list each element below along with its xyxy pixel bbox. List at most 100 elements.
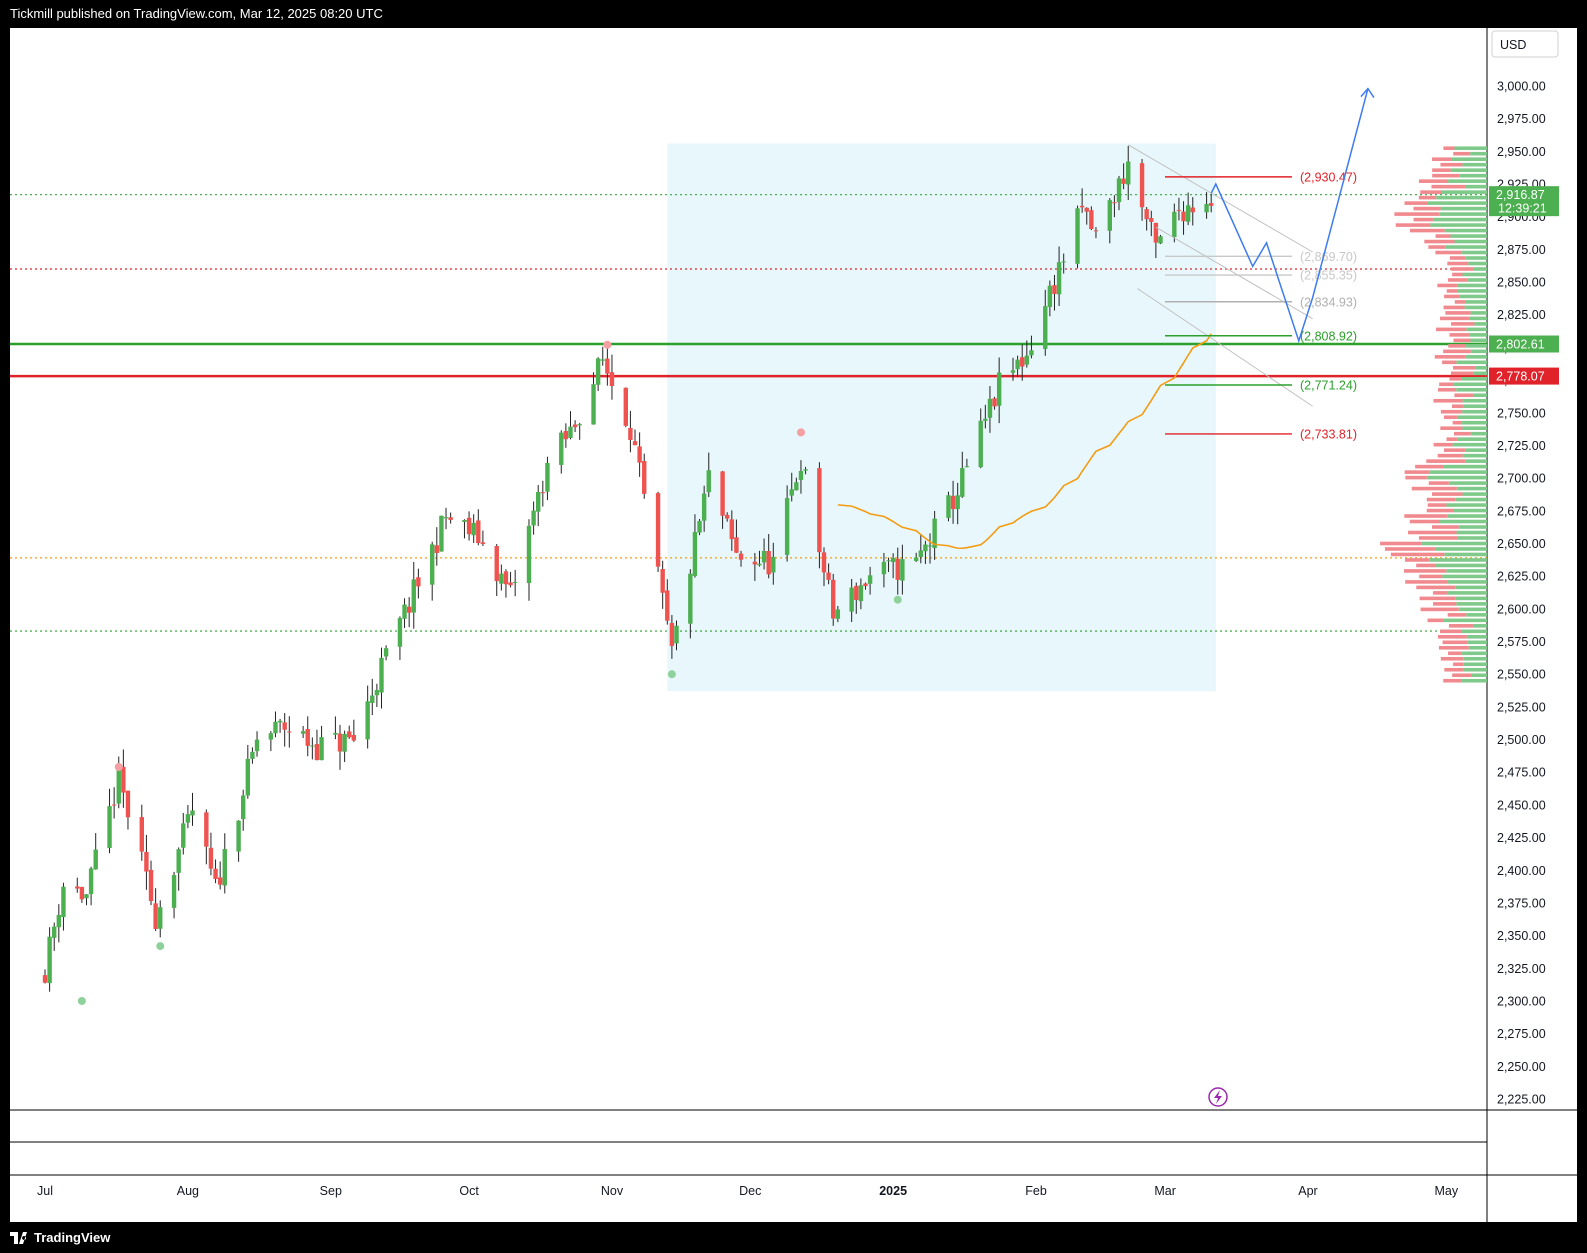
volume-profile-up [1454, 239, 1487, 244]
volume-profile-down [1408, 530, 1457, 535]
volume-profile-down [1452, 272, 1463, 277]
volume-profile-down [1443, 349, 1471, 354]
candle-down [204, 812, 209, 847]
tradingview-logo[interactable]: TradingView [10, 1230, 110, 1245]
volume-profile-down [1438, 645, 1469, 650]
candle-up [794, 482, 799, 491]
volume-profile-down [1433, 442, 1453, 447]
candle-down [508, 582, 513, 586]
candle-up [900, 559, 905, 581]
volume-profile-down [1418, 536, 1458, 540]
price-tick-label: 2,550.00 [1497, 668, 1546, 682]
candle-up [886, 560, 891, 562]
volume-profile-up [1456, 602, 1487, 606]
volume-profile-up [1457, 536, 1487, 540]
price-tick-label: 2,450.00 [1497, 798, 1546, 812]
candle-up [918, 550, 924, 557]
candle-down [1079, 205, 1085, 208]
candle-up [577, 424, 582, 426]
volume-profile-down [1449, 256, 1466, 260]
candle-up [1172, 211, 1177, 238]
volume-profile-down [1420, 607, 1459, 612]
volume-profile-up [1474, 322, 1487, 326]
candle-up [536, 492, 541, 512]
volume-profile-down [1434, 355, 1466, 359]
candle-up [1029, 350, 1034, 356]
candle-up [932, 518, 937, 549]
candle-down [148, 869, 154, 901]
candle-down [669, 622, 675, 646]
price-tick-label: 2,975.00 [1497, 112, 1546, 126]
volume-profile-down [1440, 629, 1462, 634]
volume-profile-down [1448, 344, 1466, 348]
volume-profile-down [1438, 387, 1457, 392]
candle-up [47, 936, 52, 984]
candle-up [784, 498, 790, 555]
volume-profile-down [1428, 481, 1449, 485]
volume-profile-down [1448, 651, 1462, 656]
volume-profile-up [1466, 635, 1487, 639]
candle-down [1093, 230, 1099, 232]
time-axis-label: Nov [601, 1184, 624, 1198]
candle-down [314, 744, 320, 761]
volume-profile-up [1455, 497, 1487, 502]
volume-profile-up [1461, 629, 1487, 634]
volume-profile-up [1465, 344, 1487, 348]
volume-profile-down [1440, 409, 1463, 414]
volume-profile-down [1416, 563, 1436, 568]
price-badge [1489, 367, 1559, 385]
volume-profile-down [1440, 656, 1464, 661]
candle-up [250, 751, 255, 759]
candle-down [854, 585, 859, 600]
volume-profile-up [1466, 613, 1487, 617]
candle-down [1020, 357, 1025, 367]
candle-down [416, 577, 421, 587]
volume-profile-up [1429, 470, 1487, 474]
volume-profile-up [1445, 245, 1487, 249]
volume-profile-up [1444, 228, 1487, 233]
candle-down [725, 514, 730, 519]
candle-up [342, 733, 347, 752]
volume-profile-up [1452, 442, 1487, 447]
pivot-high-marker [796, 428, 805, 437]
volume-profile-down [1404, 470, 1430, 474]
price-tick-label: 2,600.00 [1497, 602, 1546, 616]
candle-up [545, 462, 550, 492]
volume-profile-up [1461, 420, 1487, 425]
candle-down [144, 851, 149, 872]
volume-profile-down [1442, 360, 1457, 365]
volume-profile-down [1418, 195, 1437, 200]
candle-down [738, 553, 744, 560]
volume-profile-down [1431, 184, 1466, 189]
price-tick-label: 2,750.00 [1497, 406, 1546, 420]
candle-down [1181, 211, 1186, 222]
candle-up [1185, 205, 1191, 222]
volume-profile-up [1457, 437, 1487, 441]
volume-profile-down [1427, 618, 1444, 623]
projection-path [1210, 88, 1369, 344]
volume-profile-down [1384, 547, 1435, 551]
level-label: (2,855.35) [1300, 269, 1357, 283]
price-tick-label: 2,825.00 [1497, 308, 1546, 322]
candle-up [1061, 261, 1066, 263]
volume-profile-down [1431, 492, 1463, 496]
price-chart[interactable]: (2,930.47) (2,869.70) (2,855.35) (2,834.93)… [10, 28, 1577, 1222]
volume-profile-down [1437, 453, 1463, 458]
candle-down [476, 520, 481, 544]
candle-down [734, 537, 739, 553]
candle-up [236, 820, 241, 852]
volume-profile-down [1419, 574, 1443, 579]
candle-up [499, 573, 504, 584]
candle-down [503, 571, 509, 585]
price-tick-label: 2,850.00 [1497, 276, 1546, 290]
volume-profile-up [1471, 673, 1487, 678]
price-tick-label: 2,425.00 [1497, 831, 1546, 845]
pivot-high-marker [114, 762, 123, 771]
price-tick-label: 2,225.00 [1497, 1093, 1546, 1107]
volume-profile-down [1453, 338, 1471, 343]
volume-profile-up [1456, 415, 1487, 420]
volume-profile-down [1449, 333, 1470, 337]
volume-profile-up [1457, 289, 1487, 293]
volume-profile-down [1442, 640, 1468, 645]
volume-profile-down [1453, 431, 1471, 436]
